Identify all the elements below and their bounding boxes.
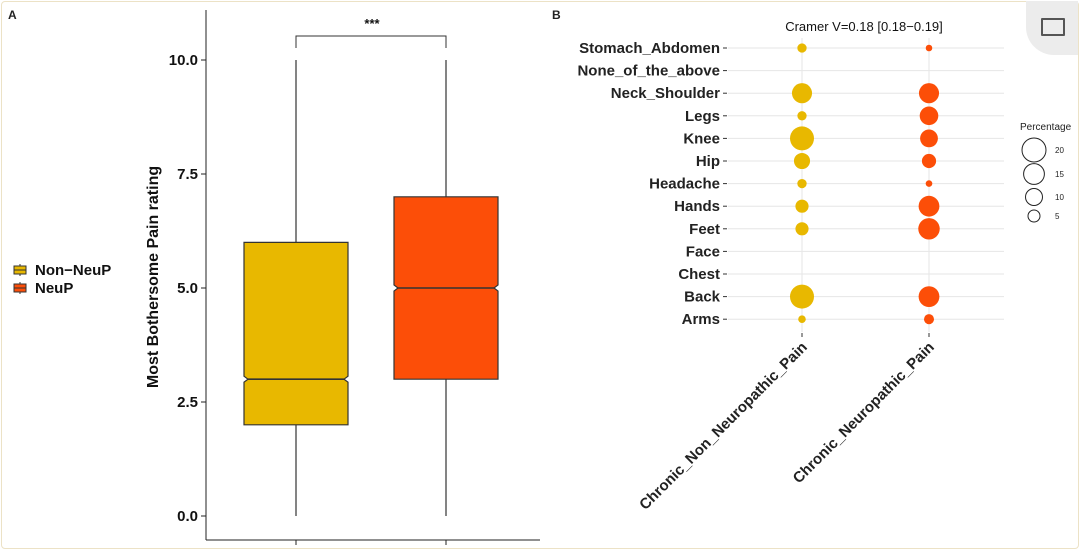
- size-legend-circle: [1027, 209, 1041, 223]
- panel-b-row-label: Hands: [674, 198, 720, 215]
- panel-b-row-labels: Stomach_Abdomen None_of_the_above Neck_Sho…: [577, 40, 720, 328]
- panel-b-title: Cramer V=0.18 [0.18−0.19]: [785, 19, 943, 34]
- legend-key: [13, 264, 27, 276]
- bubble: [918, 218, 940, 240]
- panel-b-row-label: Legs: [685, 108, 720, 125]
- bubble: [797, 43, 807, 53]
- significance-label: ***: [364, 16, 380, 31]
- legend-key: [13, 282, 27, 294]
- panel-b-row-label: None_of_the_above: [577, 63, 720, 80]
- bubble: [790, 284, 814, 309]
- bubble: [918, 286, 940, 307]
- panel-a-axes: 0.0 2.5 5.0 7.5 10.0: [169, 10, 540, 545]
- panel-a-y-tick-label: 5.0: [177, 280, 198, 297]
- bubble: [795, 222, 809, 236]
- panel-b-row-label: Hip: [696, 153, 720, 170]
- box-non-neup: [243, 241, 349, 426]
- bubble: [920, 129, 938, 148]
- bubble: [918, 195, 940, 217]
- panel-b-row-label: Face: [686, 243, 720, 260]
- significance-bracket: [295, 35, 447, 48]
- size-legend-title: Percentage: [1020, 122, 1072, 133]
- panel-b-row-label: Neck_Shoulder: [611, 85, 720, 102]
- bubble: [795, 199, 809, 213]
- panel-b-row-label: Knee: [683, 130, 720, 147]
- panel-b-column-label: Chronic_Neuropathic_Pain: [790, 339, 938, 487]
- panel-a-letter: A: [8, 8, 17, 22]
- bubble: [918, 83, 940, 104]
- bubble: [923, 314, 935, 325]
- panel-a-y-tick-label: 7.5: [177, 166, 198, 183]
- size-legend-circle: [1021, 137, 1047, 163]
- panel-b-column-label: Chronic_Non_Neuropathic_Pain: [636, 339, 811, 514]
- size-legend-label: 15: [1055, 170, 1064, 179]
- panel-b-row-label: Headache: [649, 176, 720, 193]
- legend-label: NeuP: [35, 280, 73, 297]
- bubble: [797, 111, 807, 121]
- panel-b-bubbles: [790, 43, 940, 325]
- bubble: [925, 180, 933, 187]
- bubble: [793, 152, 811, 170]
- expand-button[interactable]: [1026, 1, 1078, 55]
- panel-b-gridlines: [723, 38, 1004, 337]
- panel-b-letter: B: [552, 8, 561, 22]
- expand-icon: [1041, 18, 1065, 36]
- bubble: [925, 44, 933, 52]
- panel-b-column-labels: Chronic_Non_Neuropathic_PainChronic_Neur…: [636, 339, 938, 514]
- bubble: [791, 83, 813, 104]
- bubble: [797, 178, 807, 189]
- panel-b-row-label: Stomach_Abdomen: [579, 40, 720, 57]
- legend-label: Non−NeuP: [35, 262, 111, 279]
- panel-a-boxes: [243, 35, 499, 516]
- bubble: [790, 126, 814, 151]
- size-legend-label: 10: [1055, 193, 1064, 202]
- bubble: [919, 106, 939, 126]
- size-legend-circle: [1025, 188, 1043, 206]
- panel-b-row-label: Chest: [678, 266, 720, 283]
- panel-a-y-tick-label: 0.0: [177, 508, 198, 525]
- panel-b-size-legend: Percentage 20 15 10 5: [1020, 122, 1072, 223]
- panel-b-row-label: Arms: [682, 311, 720, 328]
- size-legend-circle: [1023, 163, 1045, 185]
- bubble: [798, 315, 806, 323]
- panel-a-y-tick-label: 2.5: [177, 394, 198, 411]
- panel-a-y-axis-label: Most Bothersome Pain rating: [145, 166, 162, 388]
- panel-b-row-label: Back: [684, 289, 721, 306]
- bubble: [921, 153, 937, 169]
- size-legend-label: 5: [1055, 212, 1060, 221]
- panel-a-y-tick-label: 10.0: [169, 52, 198, 69]
- panel-b-row-label: Feet: [689, 221, 720, 238]
- size-legend-label: 20: [1055, 146, 1064, 155]
